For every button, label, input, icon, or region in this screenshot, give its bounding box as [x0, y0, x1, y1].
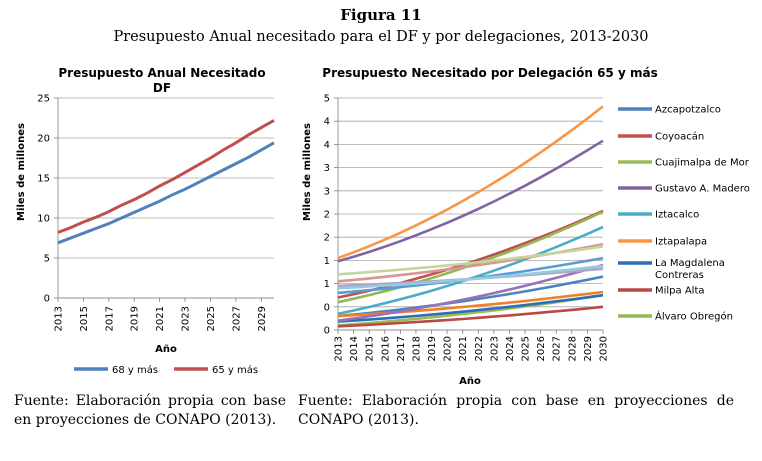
- series-line: [337, 263, 604, 322]
- y-axis-label: Miles de millones: [302, 123, 313, 221]
- chart-title-line: Presupuesto Anual Necesitado: [58, 66, 265, 80]
- chart-delegaciones: Presupuesto Necesitado por Delegación 65…: [302, 66, 750, 387]
- x-tick-label: 2027: [552, 336, 563, 361]
- y-tick-label: 4: [324, 140, 330, 151]
- legend-label: Iztacalco: [655, 210, 699, 221]
- x-tick-label: 2029: [257, 306, 268, 331]
- series-line: [337, 305, 604, 328]
- x-tick-label: 2019: [130, 306, 141, 331]
- x-tick-label: 2026: [536, 336, 547, 361]
- y-tick-label: 15: [37, 174, 50, 185]
- y-tick-label: 1: [324, 256, 330, 267]
- series-line: [57, 141, 275, 245]
- x-tick-label: 2020: [443, 336, 454, 361]
- x-tick-label: 2021: [155, 306, 166, 331]
- source-note-right: Fuente: Elaboración propia con base en p…: [298, 393, 734, 428]
- x-tick-label: 2021: [458, 336, 469, 361]
- source-note-left: Fuente: Elaboración propia con base en p…: [14, 393, 286, 428]
- figure-subtitle: Presupuesto Anual necesitado para el DF …: [113, 29, 649, 45]
- y-tick-label: 10: [37, 214, 50, 225]
- series-line: [57, 119, 275, 234]
- x-tick-label: 2013: [54, 306, 65, 331]
- legend-label: Cuajimalpa de Mor: [655, 158, 750, 169]
- x-tick-label: 2017: [104, 306, 115, 331]
- y-tick-label: 1: [324, 279, 330, 290]
- legend-label: Milpa Alta: [655, 286, 705, 297]
- x-tick-label: 2019: [427, 336, 438, 361]
- x-tick-label: 2016: [380, 336, 391, 361]
- legend-label-cont: Contreras: [655, 270, 704, 281]
- legend-label: Gustavo A. Madero: [655, 184, 750, 195]
- y-tick-label: 0: [324, 326, 330, 337]
- series-line: [337, 275, 604, 318]
- y-tick-label: 3: [324, 186, 330, 197]
- x-tick-label: 2025: [206, 306, 217, 331]
- series-line: [337, 105, 604, 260]
- y-tick-label: 20: [37, 134, 50, 145]
- chart-title: Presupuesto Necesitado por Delegación 65…: [322, 66, 657, 80]
- legend-label: Álvaro Obregón: [655, 310, 733, 323]
- x-tick-label: 2025: [521, 336, 532, 361]
- y-tick-label: 4: [324, 117, 330, 128]
- x-tick-label: 2029: [583, 336, 594, 361]
- x-axis-label: Año: [459, 376, 481, 387]
- x-tick-label: 2030: [599, 336, 610, 361]
- figure-label: Figura 11: [340, 6, 422, 24]
- x-tick-label: 2027: [231, 306, 242, 331]
- x-tick-label: 2018: [411, 336, 422, 361]
- y-axis-label: Miles de millones: [16, 123, 27, 221]
- legend-label: La Magdalena: [655, 258, 725, 269]
- series-line: [337, 245, 604, 276]
- series-line: [337, 293, 604, 323]
- x-tick-label: 2015: [79, 306, 90, 331]
- series-line: [337, 264, 604, 290]
- legend-label: 68 y más: [112, 364, 158, 376]
- chart-df: Presupuesto Anual NecesitadoDF0510152025…: [16, 66, 275, 376]
- x-tick-label: 2023: [489, 336, 500, 361]
- y-tick-label: 2: [324, 210, 330, 221]
- y-tick-label: 25: [37, 94, 50, 105]
- y-tick-label: 3: [324, 163, 330, 174]
- x-tick-label: 2013: [334, 336, 345, 361]
- x-tick-label: 2017: [396, 336, 407, 361]
- y-tick-label: 5: [324, 94, 330, 105]
- legend-label: Azcapotzalco: [655, 105, 721, 116]
- x-tick-label: 2028: [567, 336, 578, 361]
- y-tick-label: 2: [324, 233, 330, 244]
- x-tick-label: 2024: [505, 336, 516, 361]
- legend-label: Iztapalapa: [655, 237, 707, 248]
- legend-label: 65 y más: [212, 364, 258, 376]
- legend-label: Coyoacán: [655, 131, 704, 143]
- series-line: [337, 139, 604, 263]
- x-tick-label: 2023: [181, 306, 192, 331]
- x-tick-label: 2022: [474, 336, 485, 361]
- x-axis-label: Año: [155, 344, 177, 355]
- y-tick-label: 0: [44, 294, 50, 305]
- x-tick-label: 2015: [365, 336, 376, 361]
- y-tick-label: 0: [324, 302, 330, 313]
- y-tick-label: 5: [44, 254, 50, 265]
- x-tick-label: 2014: [349, 336, 360, 361]
- chart-title-line: DF: [153, 81, 171, 95]
